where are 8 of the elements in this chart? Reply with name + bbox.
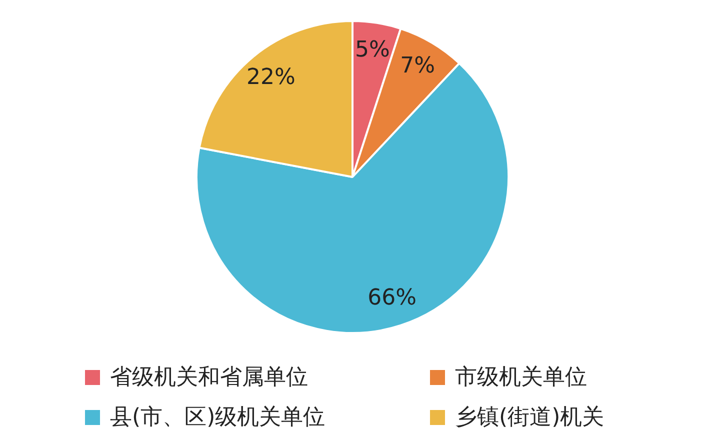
data-label: 7% <box>400 54 436 79</box>
legend-label: 市级机关单位 <box>455 364 587 392</box>
data-label: 22% <box>246 65 296 90</box>
legend-label: 县(市、区)级机关单位 <box>110 404 326 432</box>
legend-label: 省级机关和省属单位 <box>110 364 308 392</box>
data-label: 66% <box>368 285 416 310</box>
data-label: 5% <box>355 37 390 62</box>
legend-label: 乡镇(街道)机关 <box>455 404 604 432</box>
